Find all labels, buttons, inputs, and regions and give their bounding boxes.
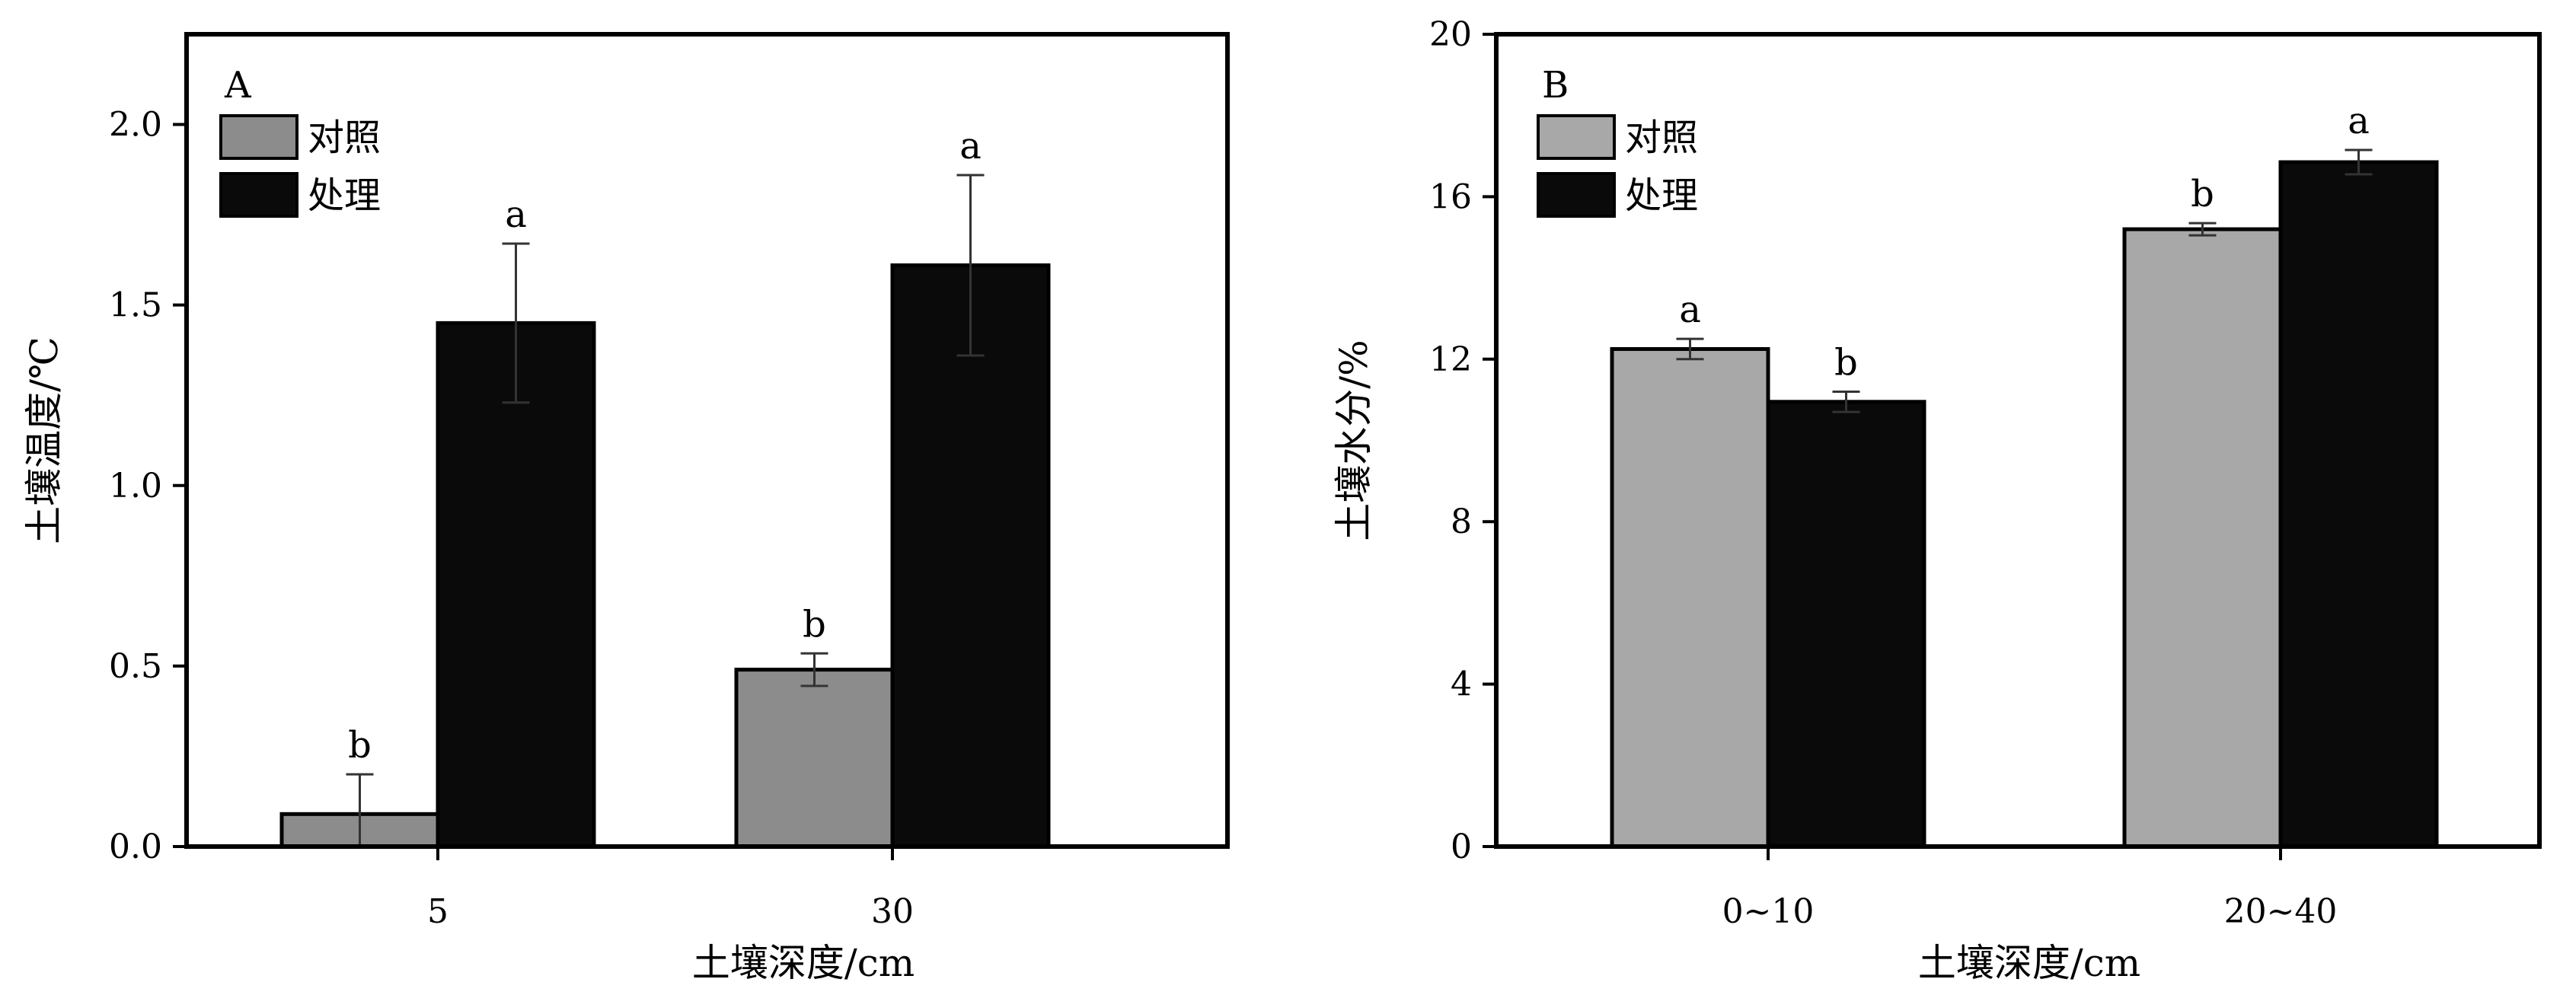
significance-letter-对照-5: b [348, 724, 372, 767]
bar-对照-0~10 [1610, 346, 1770, 849]
y-tick-label: 1.0 [109, 467, 162, 505]
plot-frame [1494, 32, 2542, 849]
y-tick-label: 4 [1451, 665, 1472, 704]
bar-对照-30 [734, 668, 895, 849]
y-axis-title: 土壤水分/% [1332, 340, 1376, 541]
significance-letter-对照-0~10: a [1679, 289, 1701, 331]
significance-letter-处理-20~40: a [2348, 100, 2370, 142]
significance-letter-处理-5: a [505, 193, 527, 236]
y-tick-label: 16 [1429, 177, 1472, 216]
x-axis-title: 土壤深度/cm [1918, 941, 2140, 985]
legend-swatch-处理 [219, 172, 298, 218]
y-tick-label: 0 [1451, 828, 1472, 866]
panel-letter: A [224, 64, 252, 107]
x-tick-label: 20~40 [2224, 892, 2338, 931]
legend-swatch-对照 [219, 114, 298, 160]
y-axis-title: 土壤温度/℃ [22, 336, 66, 544]
y-tick-label: 20 [1429, 15, 1472, 54]
y-tick-label: 0.0 [109, 828, 162, 866]
y-tick-label: 12 [1429, 340, 1472, 379]
significance-letter-处理-30: a [959, 125, 982, 167]
legend-label-处理: 处理 [1625, 174, 1698, 217]
significance-letter-对照-20~40: b [2191, 173, 2214, 215]
legend-swatch-处理 [1537, 172, 1616, 218]
plot-frame [184, 32, 1230, 849]
legend-label-处理: 处理 [308, 174, 381, 217]
bar-对照-20~40 [2122, 227, 2283, 849]
legend-label-对照: 对照 [1625, 116, 1698, 159]
x-axis-title: 土壤深度/cm [692, 941, 915, 985]
bar-处理-20~40 [2278, 160, 2439, 849]
legend-swatch-对照 [1537, 114, 1616, 160]
legend-label-对照: 对照 [308, 116, 381, 159]
significance-letter-对照-30: b [803, 603, 826, 646]
x-tick-label: 5 [427, 892, 448, 931]
panel-letter: B [1542, 64, 1569, 107]
y-tick-label: 8 [1451, 502, 1472, 541]
bar-处理-0~10 [1766, 400, 1926, 849]
significance-letter-处理-0~10: b [1834, 341, 1858, 384]
y-tick-label: 0.5 [109, 647, 162, 686]
x-tick-label: 0~10 [1722, 892, 1815, 931]
y-tick-label: 2.0 [109, 106, 162, 145]
y-tick-label: 1.5 [109, 286, 162, 325]
x-tick-label: 30 [871, 892, 914, 931]
